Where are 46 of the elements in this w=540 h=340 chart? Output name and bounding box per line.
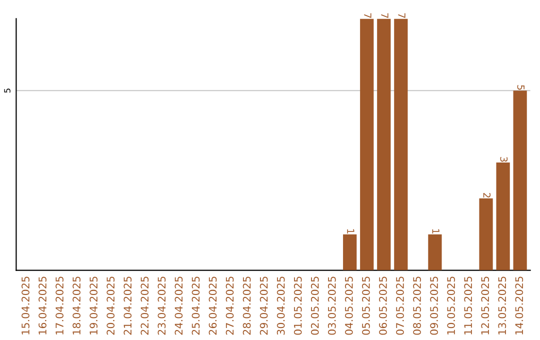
- x-tick-label: 25.04.2025: [192, 276, 200, 335]
- x-tick-label: 17.04.2025: [56, 276, 64, 334]
- bar: [428, 234, 442, 270]
- x-tick-label: 29.04.2025: [260, 276, 268, 335]
- bar: [343, 234, 357, 270]
- bar: [360, 18, 374, 270]
- x-tick-label: 13.05.2025: [498, 276, 506, 334]
- x-tick-label: 15.04.2025: [22, 276, 30, 334]
- x-tick-label: 03.05.2025: [328, 276, 336, 335]
- x-tick-label: 09.05.2025: [430, 276, 438, 335]
- x-tick-label: 01.05.2025: [294, 276, 302, 335]
- x-tick-label: 07.05.2025: [396, 276, 404, 335]
- data-label: 3: [500, 157, 508, 162]
- bar: [479, 198, 493, 270]
- data-label: 1: [432, 229, 440, 234]
- bar: [394, 18, 408, 270]
- x-tick-label: 18.04.2025: [72, 276, 81, 334]
- data-label: 1: [347, 229, 354, 234]
- data-label: 7: [398, 13, 406, 18]
- x-tick-label: 16.04.2025: [38, 276, 46, 334]
- x-tick-label: 10.05.2025: [447, 276, 455, 334]
- x-tick-label: 04.05.2025: [344, 276, 353, 335]
- x-tick-label: 20.04.2025: [106, 276, 115, 335]
- x-tick-label: 27.04.2025: [226, 276, 234, 335]
- x-tick-label: 06.05.2025: [379, 276, 387, 335]
- x-tick-label: 02.05.2025: [310, 276, 319, 335]
- x-tick-label: 23.04.2025: [158, 276, 166, 335]
- bar: [496, 162, 510, 270]
- data-label: 5: [517, 85, 524, 90]
- x-tick-label: 12.05.2025: [481, 276, 490, 334]
- x-tick-label: 19.04.2025: [90, 276, 98, 334]
- x-tick-label: 28.04.2025: [242, 276, 251, 335]
- x-tick-label: 24.04.2025: [174, 276, 183, 335]
- x-tick-label: 22.04.2025: [140, 276, 149, 335]
- x-tick-label: 08.05.2025: [413, 276, 421, 335]
- x-tick-label: 30.04.2025: [276, 276, 285, 335]
- x-tick-label: 05.05.2025: [362, 276, 370, 335]
- x-tick-label: 14.05.2025: [515, 276, 524, 334]
- x-tick-label: 26.04.2025: [208, 276, 217, 335]
- data-label: 7: [381, 13, 388, 18]
- data-label: 2: [483, 192, 491, 198]
- bar: [377, 18, 391, 270]
- x-tick-label: 11.05.2025: [464, 276, 472, 334]
- data-label: 7: [364, 13, 372, 18]
- x-tick-label: 21.04.2025: [124, 276, 132, 335]
- bar: [513, 90, 527, 270]
